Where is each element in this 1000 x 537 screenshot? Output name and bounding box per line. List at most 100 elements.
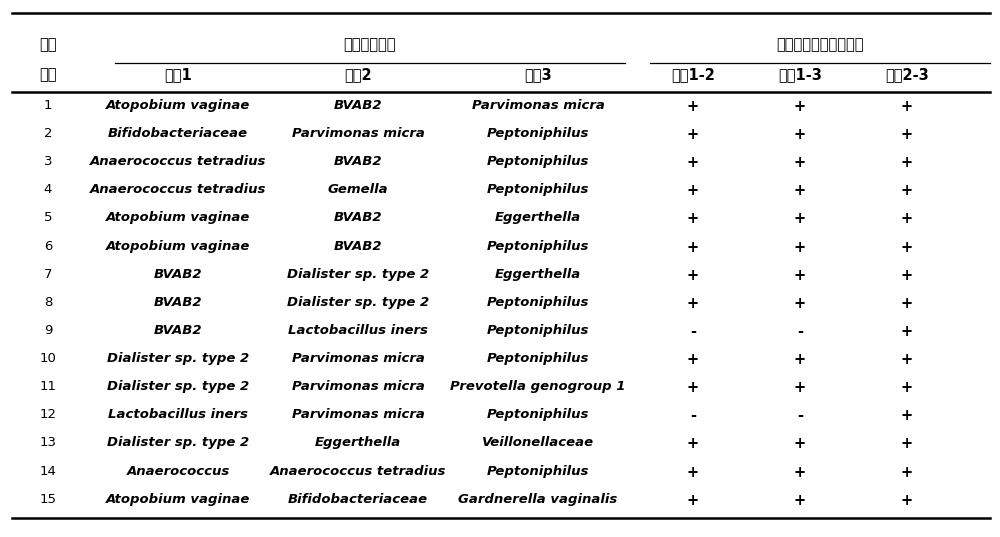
Text: +: + bbox=[687, 493, 699, 508]
Text: +: + bbox=[794, 212, 806, 227]
Text: -: - bbox=[690, 408, 696, 423]
Text: BVAB2: BVAB2 bbox=[334, 240, 382, 252]
Text: +: + bbox=[901, 127, 913, 142]
Text: +: + bbox=[794, 240, 806, 255]
Text: Parvimonas micra: Parvimonas micra bbox=[292, 352, 424, 365]
Text: Lactobacillus iners: Lactobacillus iners bbox=[108, 408, 248, 422]
Text: 1: 1 bbox=[44, 99, 52, 112]
Text: Gardnerella vaginalis: Gardnerella vaginalis bbox=[458, 493, 618, 506]
Text: +: + bbox=[794, 352, 806, 367]
Text: Peptoniphilus: Peptoniphilus bbox=[487, 324, 589, 337]
Text: Parvimonas micra: Parvimonas micra bbox=[292, 380, 424, 393]
Text: +: + bbox=[794, 380, 806, 395]
Text: +: + bbox=[687, 240, 699, 255]
Text: 物种2-3: 物种2-3 bbox=[885, 67, 929, 82]
Text: +: + bbox=[794, 296, 806, 311]
Text: 15: 15 bbox=[40, 493, 56, 506]
Text: Peptoniphilus: Peptoniphilus bbox=[487, 155, 589, 168]
Text: +: + bbox=[901, 155, 913, 170]
Text: Anaerococcus tetradius: Anaerococcus tetradius bbox=[90, 183, 266, 196]
Text: +: + bbox=[901, 465, 913, 480]
Text: +: + bbox=[687, 437, 699, 452]
Text: +: + bbox=[901, 324, 913, 339]
Text: 14: 14 bbox=[40, 465, 56, 477]
Text: Peptoniphilus: Peptoniphilus bbox=[487, 240, 589, 252]
Text: +: + bbox=[901, 352, 913, 367]
Text: Atopobium vaginae: Atopobium vaginae bbox=[106, 240, 250, 252]
Text: 4: 4 bbox=[44, 183, 52, 196]
Text: +: + bbox=[901, 493, 913, 508]
Text: Parvimonas micra: Parvimonas micra bbox=[292, 408, 424, 422]
Text: Bifidobacteriaceae: Bifidobacteriaceae bbox=[108, 127, 248, 140]
Text: +: + bbox=[901, 183, 913, 198]
Text: Dialister sp. type 2: Dialister sp. type 2 bbox=[107, 437, 249, 449]
Text: +: + bbox=[687, 352, 699, 367]
Text: Eggerthella: Eggerthella bbox=[495, 267, 581, 281]
Text: +: + bbox=[901, 437, 913, 452]
Text: Atopobium vaginae: Atopobium vaginae bbox=[106, 99, 250, 112]
Text: 编号: 编号 bbox=[39, 67, 57, 82]
Text: +: + bbox=[794, 99, 806, 114]
Text: +: + bbox=[687, 183, 699, 198]
Text: +: + bbox=[901, 99, 913, 114]
Text: -: - bbox=[690, 324, 696, 339]
Text: BVAB2: BVAB2 bbox=[154, 324, 202, 337]
Text: +: + bbox=[687, 380, 699, 395]
Text: 2: 2 bbox=[44, 127, 52, 140]
Text: Dialister sp. type 2: Dialister sp. type 2 bbox=[287, 296, 429, 309]
Text: +: + bbox=[687, 99, 699, 114]
Text: Dialister sp. type 2: Dialister sp. type 2 bbox=[287, 267, 429, 281]
Text: +: + bbox=[794, 493, 806, 508]
Text: 基序中物种间作用关系: 基序中物种间作用关系 bbox=[776, 38, 864, 53]
Text: Dialister sp. type 2: Dialister sp. type 2 bbox=[107, 352, 249, 365]
Text: +: + bbox=[794, 183, 806, 198]
Text: +: + bbox=[901, 212, 913, 227]
Text: +: + bbox=[794, 267, 806, 282]
Text: Bifidobacteriaceae: Bifidobacteriaceae bbox=[288, 493, 428, 506]
Text: 10: 10 bbox=[40, 352, 56, 365]
Text: 物种2: 物种2 bbox=[344, 67, 372, 82]
Text: Parvimonas micra: Parvimonas micra bbox=[472, 99, 604, 112]
Text: 物种1-3: 物种1-3 bbox=[778, 67, 822, 82]
Text: Prevotella genogroup 1: Prevotella genogroup 1 bbox=[450, 380, 626, 393]
Text: +: + bbox=[901, 380, 913, 395]
Text: +: + bbox=[901, 408, 913, 423]
Text: Anaerococcus tetradius: Anaerococcus tetradius bbox=[270, 465, 446, 477]
Text: BVAB2: BVAB2 bbox=[334, 99, 382, 112]
Text: BVAB2: BVAB2 bbox=[334, 212, 382, 224]
Text: +: + bbox=[794, 437, 806, 452]
Text: 9: 9 bbox=[44, 324, 52, 337]
Text: 5: 5 bbox=[44, 212, 52, 224]
Text: -: - bbox=[797, 324, 803, 339]
Text: Eggerthella: Eggerthella bbox=[315, 437, 401, 449]
Text: +: + bbox=[687, 212, 699, 227]
Text: Parvimonas micra: Parvimonas micra bbox=[292, 127, 424, 140]
Text: BVAB2: BVAB2 bbox=[154, 267, 202, 281]
Text: Peptoniphilus: Peptoniphilus bbox=[487, 465, 589, 477]
Text: -: - bbox=[797, 408, 803, 423]
Text: 8: 8 bbox=[44, 296, 52, 309]
Text: 基序: 基序 bbox=[39, 38, 57, 53]
Text: +: + bbox=[687, 296, 699, 311]
Text: +: + bbox=[901, 296, 913, 311]
Text: +: + bbox=[901, 240, 913, 255]
Text: 物种1: 物种1 bbox=[164, 67, 192, 82]
Text: Peptoniphilus: Peptoniphilus bbox=[487, 352, 589, 365]
Text: 基序物种组成: 基序物种组成 bbox=[344, 38, 396, 53]
Text: Peptoniphilus: Peptoniphilus bbox=[487, 183, 589, 196]
Text: 12: 12 bbox=[40, 408, 56, 422]
Text: +: + bbox=[687, 155, 699, 170]
Text: Veillonellaceae: Veillonellaceae bbox=[482, 437, 594, 449]
Text: Lactobacillus iners: Lactobacillus iners bbox=[288, 324, 428, 337]
Text: +: + bbox=[687, 267, 699, 282]
Text: Atopobium vaginae: Atopobium vaginae bbox=[106, 212, 250, 224]
Text: Dialister sp. type 2: Dialister sp. type 2 bbox=[107, 380, 249, 393]
Text: Atopobium vaginae: Atopobium vaginae bbox=[106, 493, 250, 506]
Text: +: + bbox=[794, 465, 806, 480]
Text: 7: 7 bbox=[44, 267, 52, 281]
Text: Gemella: Gemella bbox=[328, 183, 388, 196]
Text: Anaerococcus tetradius: Anaerococcus tetradius bbox=[90, 155, 266, 168]
Text: Peptoniphilus: Peptoniphilus bbox=[487, 296, 589, 309]
Text: +: + bbox=[687, 465, 699, 480]
Text: BVAB2: BVAB2 bbox=[334, 155, 382, 168]
